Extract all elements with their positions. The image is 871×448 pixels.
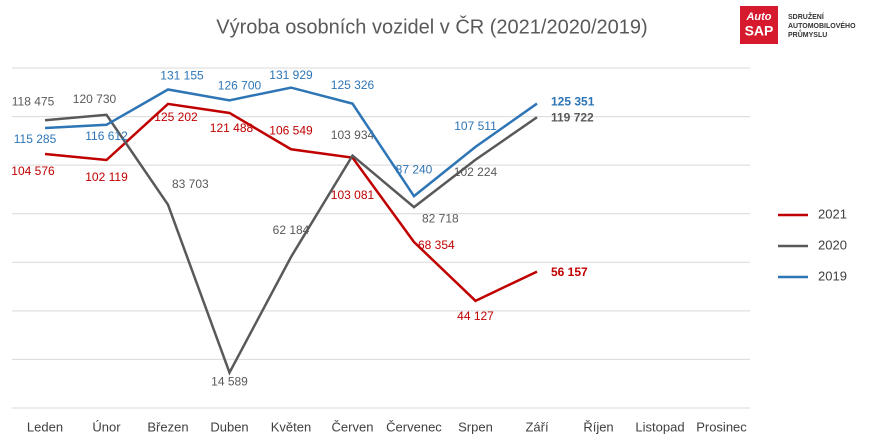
line (44, 113, 538, 376)
data-label: 116 612 (85, 129, 128, 143)
legend-label: 2021 (818, 206, 847, 221)
data-label: 125 351 (551, 95, 595, 109)
data-label: 126 700 (218, 78, 262, 92)
legend-label: 2019 (818, 268, 847, 283)
data-label: 56 157 (551, 265, 588, 279)
line (44, 102, 538, 303)
logo-caption: SDRUŽENÍ (788, 12, 825, 21)
data-label: 102 224 (454, 165, 498, 179)
x-tick-label: Říjen (583, 419, 613, 434)
data-label: 119 722 (551, 110, 594, 124)
x-tick-label: Březen (147, 419, 188, 434)
logo-box (740, 6, 778, 44)
x-tick-label: Listopad (635, 419, 684, 434)
legend-label: 2020 (818, 237, 847, 252)
data-label: 44 127 (457, 309, 494, 323)
line (44, 86, 538, 198)
data-label: 103 934 (331, 128, 375, 142)
logo-caption: PRŮMYSLU (788, 29, 827, 39)
x-tick-label: Únor (92, 419, 121, 434)
logo-text: SAP (745, 23, 774, 39)
logo-text: Auto (745, 11, 771, 23)
data-label: 120 730 (73, 92, 117, 106)
x-tick-label: Červenec (386, 419, 442, 434)
data-label: 125 202 (154, 110, 198, 124)
data-label: 118 475 (12, 94, 55, 108)
data-label: 125 326 (331, 78, 375, 92)
data-label: 131 155 (160, 69, 204, 83)
chart-title: Výroba osobních vozidel v ČR (2021/2020/… (216, 15, 647, 38)
data-label: 115 285 (14, 132, 57, 146)
logo-caption: AUTOMOBILOVÉHO (788, 21, 856, 30)
data-label: 62 184 (273, 223, 310, 237)
data-label: 14 589 (211, 375, 248, 389)
data-label: 102 119 (85, 170, 128, 184)
x-tick-label: Září (525, 419, 549, 434)
logo: Auto SAP SDRUŽENÍ AUTOMOBILOVÉHO PRŮMYSL… (740, 6, 856, 44)
data-label: 68 354 (418, 238, 455, 252)
data-label: 104 576 (11, 164, 55, 178)
x-tick-label: Duben (210, 419, 248, 434)
data-label: 106 549 (269, 123, 313, 137)
x-tick-label: Leden (27, 419, 63, 434)
data-label: 121 488 (210, 121, 254, 135)
data-label: 87 240 (396, 162, 433, 176)
x-tick-label: Prosinec (696, 419, 747, 434)
x-tick-label: Srpen (458, 419, 493, 434)
data-label: 107 511 (454, 119, 497, 133)
data-label: 83 703 (172, 177, 209, 191)
data-label: 131 929 (269, 68, 313, 82)
data-label: 82 718 (422, 211, 459, 225)
data-label: 103 081 (331, 188, 375, 202)
x-tick-label: Květen (271, 419, 311, 434)
x-tick-label: Červen (332, 419, 374, 434)
